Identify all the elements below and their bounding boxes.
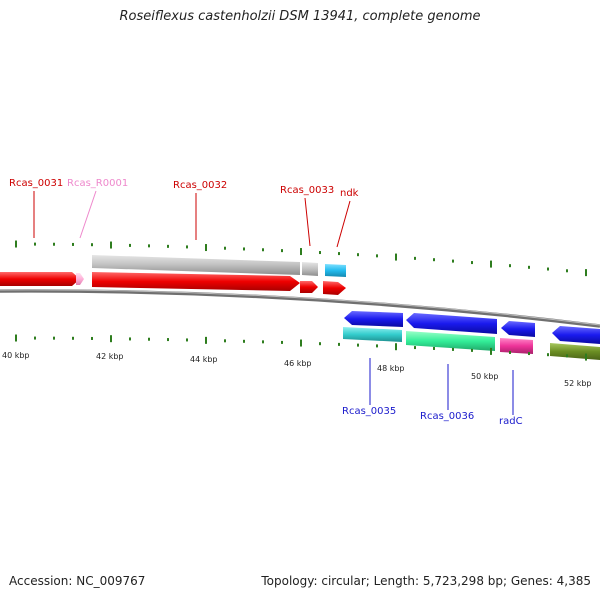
genome-backbone-highlight bbox=[0, 289, 600, 326]
cog-feature-rcas-0035 bbox=[343, 327, 402, 342]
gene-label-rcas-0036[interactable]: Rcas_0036 bbox=[420, 411, 474, 422]
leader-line-rcas-0033 bbox=[304, 197, 311, 247]
scale-label: 42 kbp bbox=[96, 352, 124, 361]
gene-label-rcas-0035[interactable]: Rcas_0035 bbox=[342, 406, 396, 417]
cog-feature-rcas-0032 bbox=[92, 255, 300, 275]
scale-label: 40 kbp bbox=[2, 351, 30, 360]
cog-feature-next bbox=[550, 343, 600, 360]
cds-arrow-next bbox=[552, 326, 600, 344]
scale-label: 46 kbp bbox=[284, 359, 312, 368]
scale-label: 44 kbp bbox=[190, 355, 218, 364]
gene-label-rcas-0033[interactable]: Rcas_0033 bbox=[280, 185, 334, 196]
cog-feature-radc bbox=[500, 338, 533, 354]
labels-group: 40 kbp 42 kbp 44 kbp 46 kbp 48 kbp 50 kbp 52 k… bbox=[2, 178, 592, 427]
map-title: Roseiflexus castenholzii DSM 13941, comp… bbox=[119, 9, 481, 24]
cog-feature-rcas-0033 bbox=[302, 262, 318, 276]
cds-arrow-rcas-0036 bbox=[406, 313, 497, 334]
gene-label-rcas-0032[interactable]: Rcas_0032 bbox=[173, 180, 227, 191]
cds-arrow-rcas-0032 bbox=[92, 272, 300, 291]
accession-label: Accession: NC_009767 bbox=[9, 574, 146, 588]
ticks-group bbox=[15, 240, 587, 361]
gene-label-rcas-r0001[interactable]: Rcas_R0001 bbox=[67, 178, 128, 189]
cds-arrow-rcas-0031 bbox=[0, 272, 80, 286]
genome-backbone bbox=[0, 289, 600, 328]
gene-label-ndk[interactable]: ndk bbox=[340, 188, 359, 199]
gene-label-rcas-0031[interactable]: Rcas_0031 bbox=[9, 178, 63, 189]
scale-label: 48 kbp bbox=[377, 364, 405, 373]
leaders-group bbox=[33, 190, 514, 415]
leader-line-rcas-r0001 bbox=[79, 190, 97, 239]
cog-feature-rcas-0036 bbox=[406, 331, 495, 351]
leader-line-ndk bbox=[336, 200, 351, 248]
scale-label: 50 kbp bbox=[471, 372, 499, 381]
cog-feature-ndk bbox=[325, 264, 346, 277]
cds-arrow-rcas-0033 bbox=[300, 281, 318, 293]
cds-arrow-ndk bbox=[323, 281, 346, 295]
cds-arrow-radc bbox=[501, 321, 535, 337]
rna-arrow-rcas-r0001 bbox=[76, 273, 84, 285]
cds-arrow-rcas-0035 bbox=[344, 311, 403, 327]
gene-label-radc[interactable]: radC bbox=[499, 416, 523, 427]
scale-label: 52 kbp bbox=[564, 379, 592, 388]
genome-summary-label: Topology: circular; Length: 5,723,298 bp… bbox=[261, 574, 591, 588]
